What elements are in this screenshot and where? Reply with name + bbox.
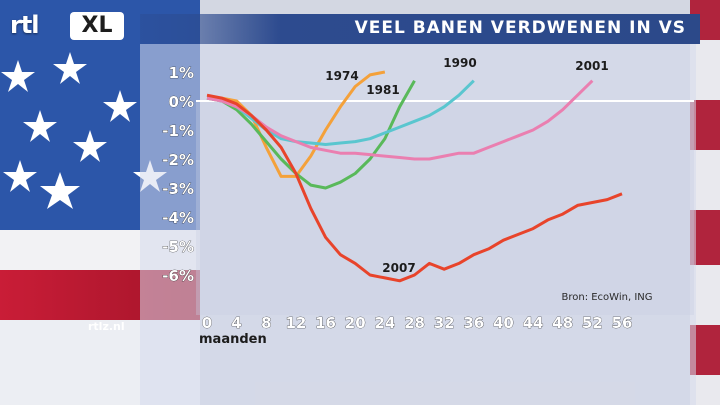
series-line-2007 (206, 93, 623, 283)
x-tick-label: 20 (345, 314, 366, 332)
site-url: rtlz.nl (88, 320, 125, 333)
y-tick-label: -1% (162, 122, 194, 140)
x-tick-label: 0 (202, 314, 212, 332)
chart-title-bar: VEEL BANEN VERDWENEN IN VS (140, 14, 700, 44)
y-tick-label: -6% (162, 267, 194, 285)
series-label-1981: 1981 (366, 83, 399, 97)
x-axis-title: maanden (199, 332, 267, 347)
x-tick-label: 12 (285, 314, 306, 332)
x-tick-label: 28 (404, 314, 425, 332)
x-tick-label: 36 (463, 314, 484, 332)
y-tick-label: -3% (162, 180, 194, 198)
y-axis: 1% 0% -1% -2% -3% -4% -5% -6% (162, 64, 194, 286)
logo-xl-badge: XL (70, 12, 124, 40)
y-tick-label: -4% (162, 209, 194, 227)
x-tick-label: 40 (493, 314, 514, 332)
y-tick-label: -5% (162, 238, 194, 256)
series-line-2001 (206, 79, 594, 161)
x-tick-label: 4 (231, 314, 241, 332)
series-line-1981 (206, 79, 416, 190)
x-tick-label: 8 (261, 314, 271, 332)
rtlxl-logo: rtl XL (6, 8, 126, 42)
series-line-1990 (206, 79, 475, 146)
y-tick-label: 0% (169, 93, 194, 111)
series-labels: 1974 1981 1990 2001 2007 (325, 56, 608, 275)
series-label-2001: 2001 (575, 59, 608, 73)
x-tick-label: 24 (374, 314, 395, 332)
source-note: Bron: EcoWin, ING (561, 292, 652, 303)
series-label-1990: 1990 (443, 56, 476, 70)
x-tick-label: 56 (612, 314, 633, 332)
y-tick-label: 1% (169, 64, 194, 82)
series-label-1974: 1974 (325, 69, 358, 83)
x-tick-label: 44 (523, 314, 544, 332)
y-tick-label: -2% (162, 151, 194, 169)
x-tick-label: 48 (552, 314, 573, 332)
x-axis: 0 4 8 12 16 20 24 28 32 36 40 44 48 52 56 (201, 314, 633, 333)
chart-title: VEEL BANEN VERDWENEN IN VS (354, 18, 686, 38)
logo-rtl-text: rtl (10, 11, 40, 39)
x-tick-label: 32 (434, 314, 455, 332)
x-tick-label: 16 (315, 314, 336, 332)
x-tick-label: 52 (582, 314, 603, 332)
series-lines (206, 70, 623, 283)
series-label-2007: 2007 (382, 261, 415, 275)
